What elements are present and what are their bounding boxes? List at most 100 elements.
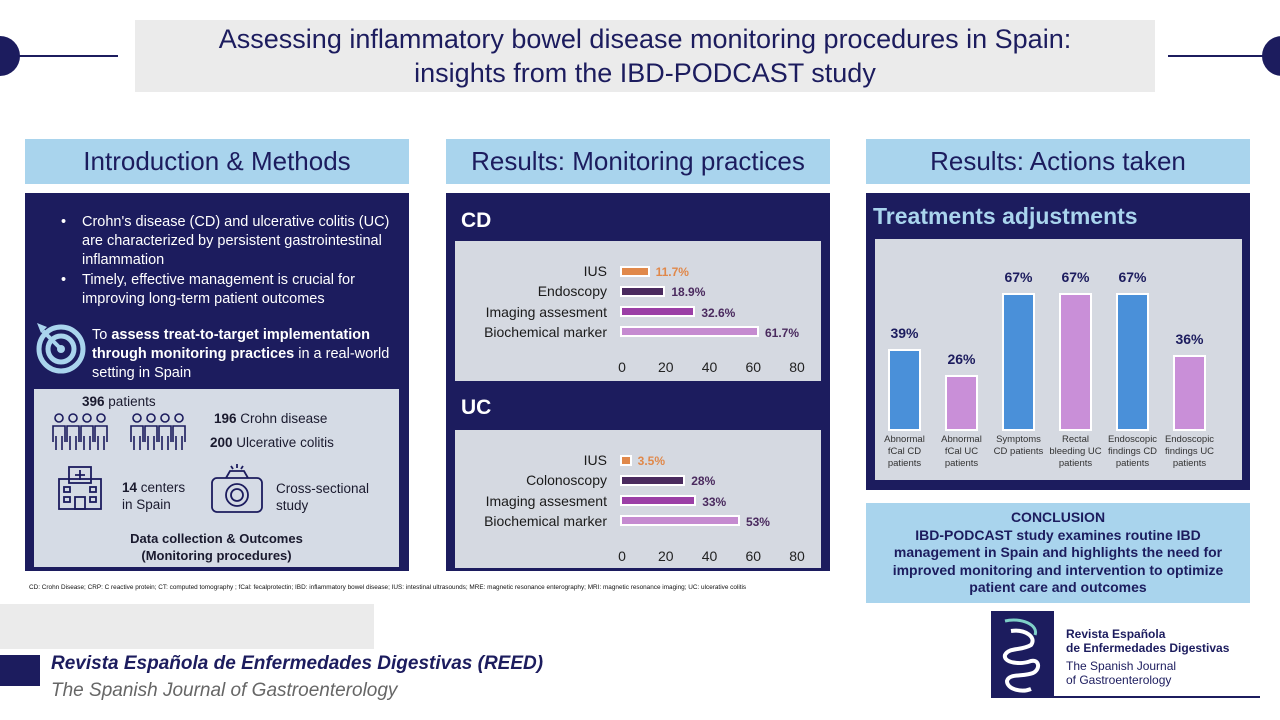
uc-chart-title: UC <box>461 396 492 419</box>
tx-category-0: Abnormal fCal CD patients <box>877 434 933 470</box>
intro-panel: Crohn's disease (CD) and ulcerative coli… <box>25 193 409 571</box>
treatments-chart: 39% Abnormal fCal CD patients 26% Abnormal fCa… <box>875 239 1242 480</box>
tx-bar-2 <box>1002 293 1035 431</box>
people-icon-group-2 <box>130 413 186 450</box>
cd-value-3: 61.7% <box>764 325 799 340</box>
tx-value-1: 26% <box>947 351 976 367</box>
uc-count: 200 Ulcerative colitis <box>210 435 334 450</box>
patients-label: patients <box>108 394 156 409</box>
cd-tick-4: 80 <box>789 359 805 375</box>
right-deco-line <box>1168 55 1280 57</box>
logo-subtitle-2: of Gastroenterology <box>1066 673 1172 687</box>
uc-bar-0 <box>620 454 632 466</box>
cd-tick-3: 60 <box>745 359 762 375</box>
treatments-title: Treatments adjustments <box>873 203 1138 229</box>
tx-category-1-line-2: patients <box>944 458 979 469</box>
tx-category-1: Abnormal fCal UC patients <box>934 434 990 470</box>
tx-category-5-line-0: Endoscopic <box>1164 434 1215 445</box>
tx-category-2-line-1: CD patients <box>993 446 1044 457</box>
tx-value-4: 67% <box>1118 269 1147 285</box>
cd-bar-3 <box>620 326 759 338</box>
tx-category-3-line-0: Rectal <box>1062 434 1089 445</box>
conclusion-box: CONCLUSION IBD-PODCAST study examines ro… <box>866 503 1250 603</box>
dc-line-2: (Monitoring procedures) <box>141 548 292 563</box>
header-actions: Results: Actions taken <box>866 139 1250 184</box>
study-line-2: study <box>276 498 309 513</box>
intro-bullets: Crohn's disease (CD) and ulcerative coli… <box>61 213 406 310</box>
title-line-2: insights from the IBD-PODCAST study <box>414 58 876 88</box>
tx-category-0-line-1: fCal CD <box>887 446 922 457</box>
aim-bold: assess treat-to-target implementation th… <box>92 327 370 362</box>
uc-value-1: 28% <box>691 474 716 489</box>
journal-logo: Revista Española de Enfermedades Digestiv… <box>991 611 1260 698</box>
tx-category-5: Endoscopic findings UC patients <box>1162 434 1218 470</box>
tx-category-0-line-0: Abnormal <box>884 434 925 445</box>
cd-value-2: 32.6% <box>701 305 736 320</box>
cd-chart-title: CD <box>461 209 492 232</box>
patients-count: 396 patients <box>82 394 156 409</box>
logo-emblem <box>991 611 1054 698</box>
uc-bar-1 <box>619 474 686 486</box>
cd-label-0: IUS <box>583 263 607 279</box>
cd-label-3: Biochemical marker <box>484 323 607 340</box>
tx-bar-4 <box>1116 293 1149 431</box>
left-deco-line <box>0 55 118 57</box>
tx-bar-5 <box>1173 355 1206 431</box>
cd-tick-1: 20 <box>657 359 674 375</box>
actions-panel: Treatments adjustments 39% Abnormal fCal C… <box>866 193 1250 490</box>
intestine-icon <box>1002 618 1040 693</box>
data-collection: Data collection & Outcomes (Monitoring pr… <box>34 530 399 564</box>
target-icon <box>36 323 86 374</box>
tx-category-4: Endoscopic findings CD patients <box>1105 434 1161 470</box>
tx-category-0-line-2: patients <box>887 458 922 469</box>
logo-subtitle-1: The Spanish Journal <box>1066 659 1177 673</box>
footer-grey-bar <box>0 604 374 649</box>
dc-line-1: Data collection & Outcomes <box>130 531 303 546</box>
uc-tick-0: 0 <box>618 548 626 564</box>
header-intro: Introduction & Methods <box>25 139 409 184</box>
cd-bar-2 <box>619 306 696 318</box>
header-monitoring: Results: Monitoring practices <box>446 139 830 184</box>
uc-num: 200 <box>210 435 233 450</box>
camera-icon <box>211 464 263 513</box>
monitoring-panel: CD IUS 11.7% Endoscopy 18.9% Imaging assesme… <box>446 193 830 571</box>
aim-text: To assess treat-to-target implementation… <box>92 326 392 383</box>
cd-bar-0 <box>620 265 650 277</box>
uc-label: Ulcerative colitis <box>236 435 334 450</box>
centers-text: 14 centers in Spain <box>122 479 185 513</box>
cd-bar-1 <box>619 285 666 297</box>
tx-category-5-line-2: patients <box>1172 458 1207 469</box>
cd-tick-0: 0 <box>618 359 626 375</box>
cd-value-0: 11.7% <box>655 265 689 279</box>
tx-category-4-line-0: Endoscopic <box>1107 434 1158 445</box>
right-deco-dot <box>1262 36 1280 76</box>
tx-category-3-line-1: bleeding UC <box>1049 446 1102 457</box>
uc-bar-3 <box>620 515 740 527</box>
cd-value-1: 18.9% <box>671 285 706 300</box>
cd-num: 196 <box>214 411 237 426</box>
logo-title-2: de Enfermedades Digestivas <box>1066 641 1230 655</box>
footer-square <box>0 655 40 686</box>
conclusion-body: IBD-PODCAST study examines routine IBD m… <box>892 526 1224 596</box>
aim-post: in a real-world setting in Spain <box>92 346 390 381</box>
intro-bullet-2: Timely, effective management is crucial … <box>61 271 406 309</box>
methods-box: 396 patients 196 Crohn disease 200 Ulcer… <box>34 389 399 567</box>
title-line-1: Assessing inflammatory bowel disease mon… <box>218 24 1072 54</box>
tx-bar-3 <box>1059 293 1092 431</box>
tx-value-2: 67% <box>1004 269 1033 285</box>
uc-value-3: 53% <box>745 514 770 529</box>
study-text: Cross-sectional study <box>276 480 369 514</box>
logo-title: Revista Española de Enfermedades Digestiv… <box>1066 627 1229 655</box>
tx-category-2: Symptoms CD patients <box>991 434 1047 458</box>
centers-label-1: centers <box>140 480 186 495</box>
tx-value-3: 67% <box>1061 269 1090 285</box>
hospital-icon <box>58 466 102 510</box>
tx-category-5-line-1: findings UC <box>1164 446 1215 457</box>
centers-num: 14 <box>122 480 138 495</box>
tx-category-2-line-0: Symptoms <box>996 434 1041 445</box>
tx-category-4-line-1: findings CD <box>1107 446 1158 457</box>
logo-underline <box>1054 696 1260 698</box>
tx-category-3: Rectal bleeding UC patients <box>1048 434 1104 470</box>
people-icon-group-1 <box>52 413 108 450</box>
journal-name-en: The Spanish Journal of Gastroenterology <box>51 680 398 701</box>
